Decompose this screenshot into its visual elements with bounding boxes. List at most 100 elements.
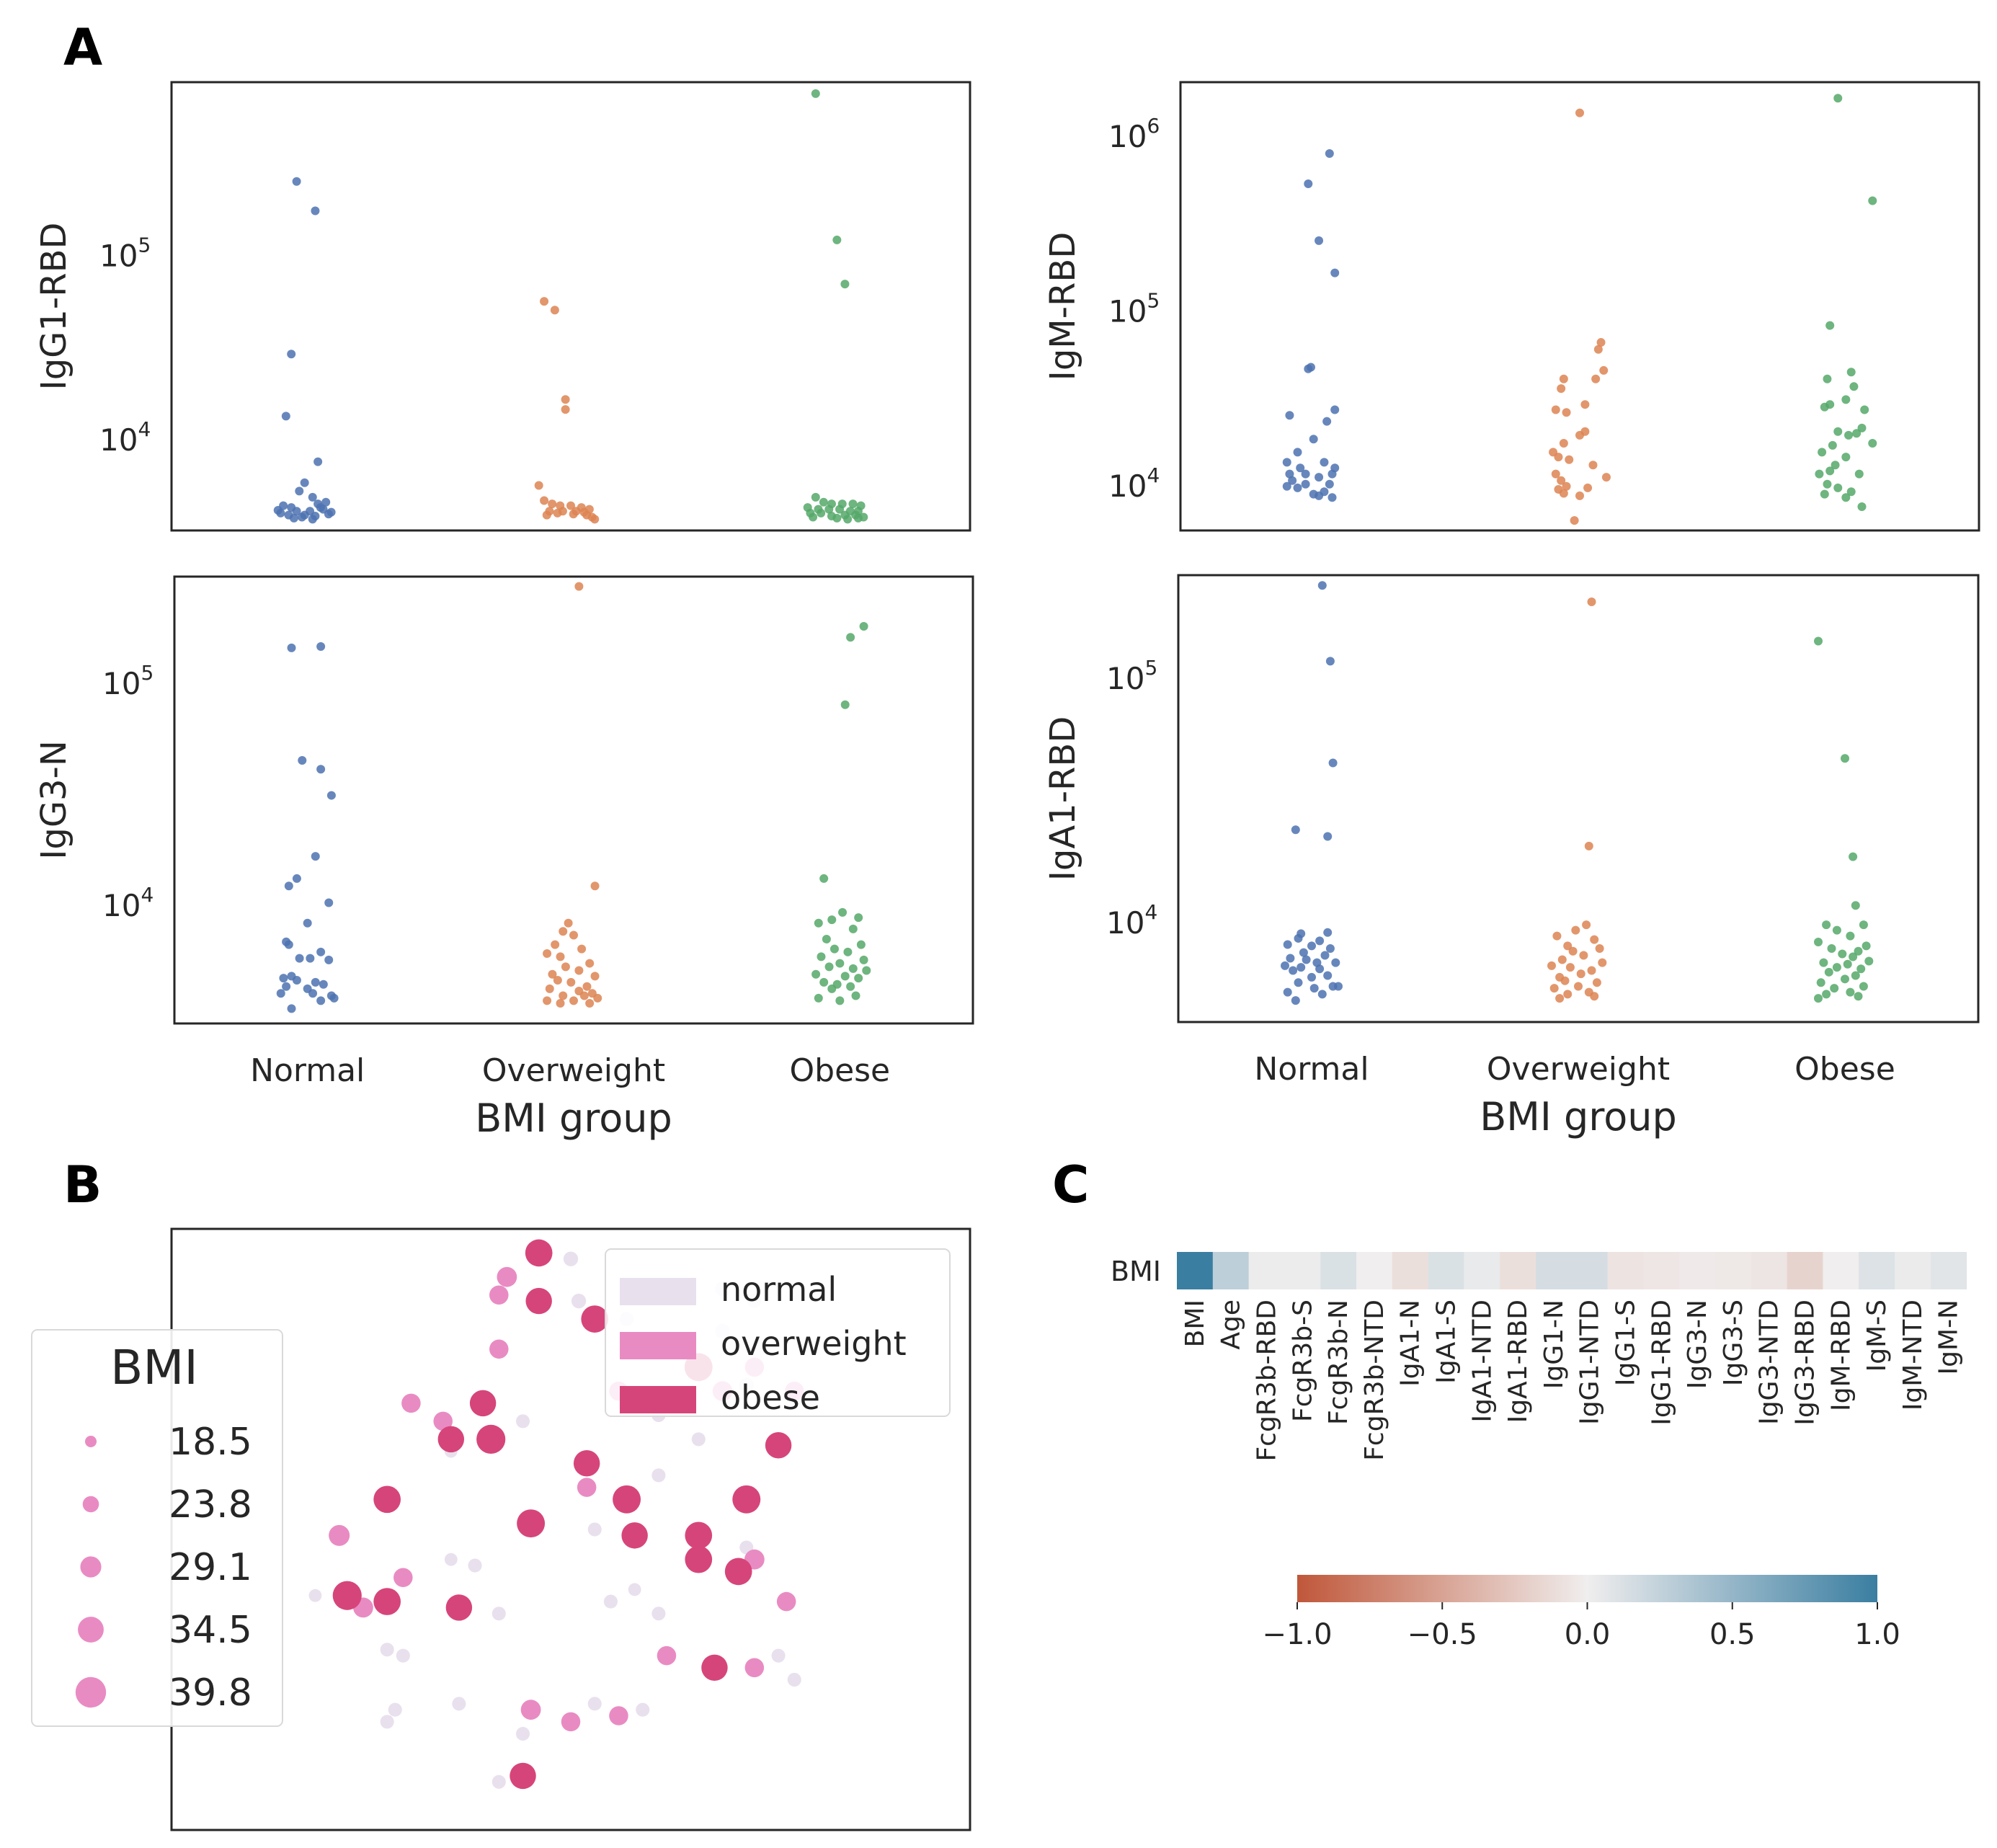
data-point-overweight (1559, 438, 1568, 448)
embedding-point-normal (444, 1552, 458, 1566)
legend-swatch-obese (620, 1386, 696, 1413)
x-tick-label-normal: Normal (1254, 1051, 1369, 1088)
data-point-obese (1844, 430, 1854, 440)
embedding-point-obese (573, 1450, 600, 1477)
y-tick-exponent: 5 (1144, 656, 1157, 680)
data-point-overweight (1563, 941, 1573, 951)
data-point-normal (1299, 948, 1308, 957)
heatmap-col-label-fcgr3b-s: FcgR3b-S (1288, 1300, 1317, 1422)
embedding-point-obese (469, 1390, 497, 1417)
y-tick-base: 10 (1108, 468, 1147, 504)
plot-frame (173, 575, 974, 1025)
data-point-overweight (1592, 978, 1601, 987)
embedding-point-normal (380, 1643, 394, 1657)
data-point-normal (1288, 476, 1297, 485)
data-point-obese (862, 966, 871, 975)
data-point-normal (313, 499, 323, 509)
y-tick-base: 10 (1108, 119, 1147, 154)
data-point-obese (1823, 479, 1832, 489)
data-point-obese (1854, 469, 1864, 479)
data-point-obese (1868, 438, 1877, 448)
data-point-obese (1859, 982, 1868, 991)
embedding-point-normal (515, 1414, 530, 1429)
heatmap-cell-igm-ntd (1895, 1252, 1931, 1289)
data-point-normal (1315, 473, 1324, 482)
data-point-overweight (1590, 935, 1599, 944)
data-point-normal (1281, 961, 1289, 970)
heatmap-cell-igg3-rbd (1787, 1252, 1823, 1289)
data-point-overweight (1554, 453, 1563, 462)
x-axis-label: BMI group (475, 1096, 672, 1141)
data-point-obese (1816, 978, 1825, 987)
heatmap-cell-igg3-ntd (1751, 1252, 1788, 1289)
y-tick-label: 105 (102, 661, 154, 701)
data-point-overweight (1575, 430, 1584, 440)
data-point-overweight (1557, 384, 1566, 394)
y-tick-exponent: 4 (141, 883, 154, 907)
data-point-obese (1846, 931, 1855, 941)
heatmap-col-label-igm-n: IgM-N (1934, 1300, 1964, 1374)
y-tick-base: 10 (99, 422, 138, 458)
embedding-point-normal (571, 1293, 587, 1309)
embedding-point-overweight (657, 1645, 677, 1666)
data-point-normal (295, 954, 304, 963)
embedding-point-normal (603, 1594, 618, 1609)
data-point-normal (1315, 964, 1325, 974)
data-point-obese (1857, 423, 1867, 432)
data-point-obese (817, 952, 826, 961)
data-point-obese (1824, 967, 1833, 977)
embedding-point-obese (517, 1509, 546, 1538)
data-point-obese (1832, 963, 1841, 972)
heatmap-cell-fcgr3b-rbd (1248, 1252, 1285, 1289)
data-point-obese (1852, 429, 1862, 438)
data-point-obese (1841, 453, 1851, 462)
data-point-overweight (585, 998, 595, 1008)
data-point-obese (1841, 754, 1849, 763)
data-point-normal (316, 642, 326, 652)
data-point-normal (284, 940, 293, 949)
heatmap-col-label-age: Age (1217, 1300, 1246, 1350)
y-tick-label: 105 (99, 234, 151, 274)
data-point-obese (814, 993, 823, 1003)
data-point-overweight (1587, 597, 1596, 606)
data-point-normal (1283, 987, 1292, 997)
heatmap-cell-fcgr3b-n (1320, 1252, 1357, 1289)
data-point-normal (306, 954, 315, 963)
data-point-normal (1320, 458, 1329, 467)
data-point-obese (1857, 502, 1867, 511)
data-point-normal (1283, 940, 1292, 949)
data-point-overweight (1590, 992, 1599, 1001)
embedding-point-overweight (497, 1266, 517, 1287)
y-tick-label: 104 (1106, 900, 1157, 941)
data-point-obese (1854, 946, 1863, 956)
data-point-obese (1849, 382, 1859, 391)
data-point-overweight (1555, 994, 1565, 1003)
heatmap-cell-iga1-ntd (1464, 1252, 1500, 1289)
data-point-normal (1330, 268, 1340, 277)
heatmap-cell-iga1-n (1392, 1252, 1429, 1289)
heatmap-col-label-iga1-n: IgA1-N (1396, 1300, 1426, 1387)
embedding-point-normal (492, 1607, 506, 1621)
data-point-overweight (1563, 990, 1573, 999)
data-point-normal (287, 350, 296, 359)
embedding-point-overweight (561, 1712, 581, 1732)
y-tick-label: 104 (1108, 463, 1160, 504)
data-point-normal (316, 996, 326, 1005)
data-point-overweight (1562, 481, 1571, 491)
embedding-point-normal (771, 1648, 786, 1663)
legend-label-overweight: overweight (721, 1324, 907, 1363)
data-point-overweight (1557, 955, 1567, 964)
heatmap-col-label-fcgr3b-ntd: FcgR3b-NTD (1360, 1300, 1389, 1461)
data-point-normal (1328, 758, 1338, 768)
data-point-obese (853, 513, 863, 523)
data-point-overweight (590, 972, 600, 981)
data-point-overweight (534, 481, 543, 490)
data-point-overweight (556, 952, 565, 961)
data-point-obese (854, 913, 863, 923)
data-point-overweight (1595, 943, 1604, 953)
data-point-overweight (1599, 365, 1609, 375)
panel-letter-c: C (1052, 1155, 1089, 1214)
data-point-overweight (553, 975, 562, 985)
data-point-normal (316, 947, 326, 956)
